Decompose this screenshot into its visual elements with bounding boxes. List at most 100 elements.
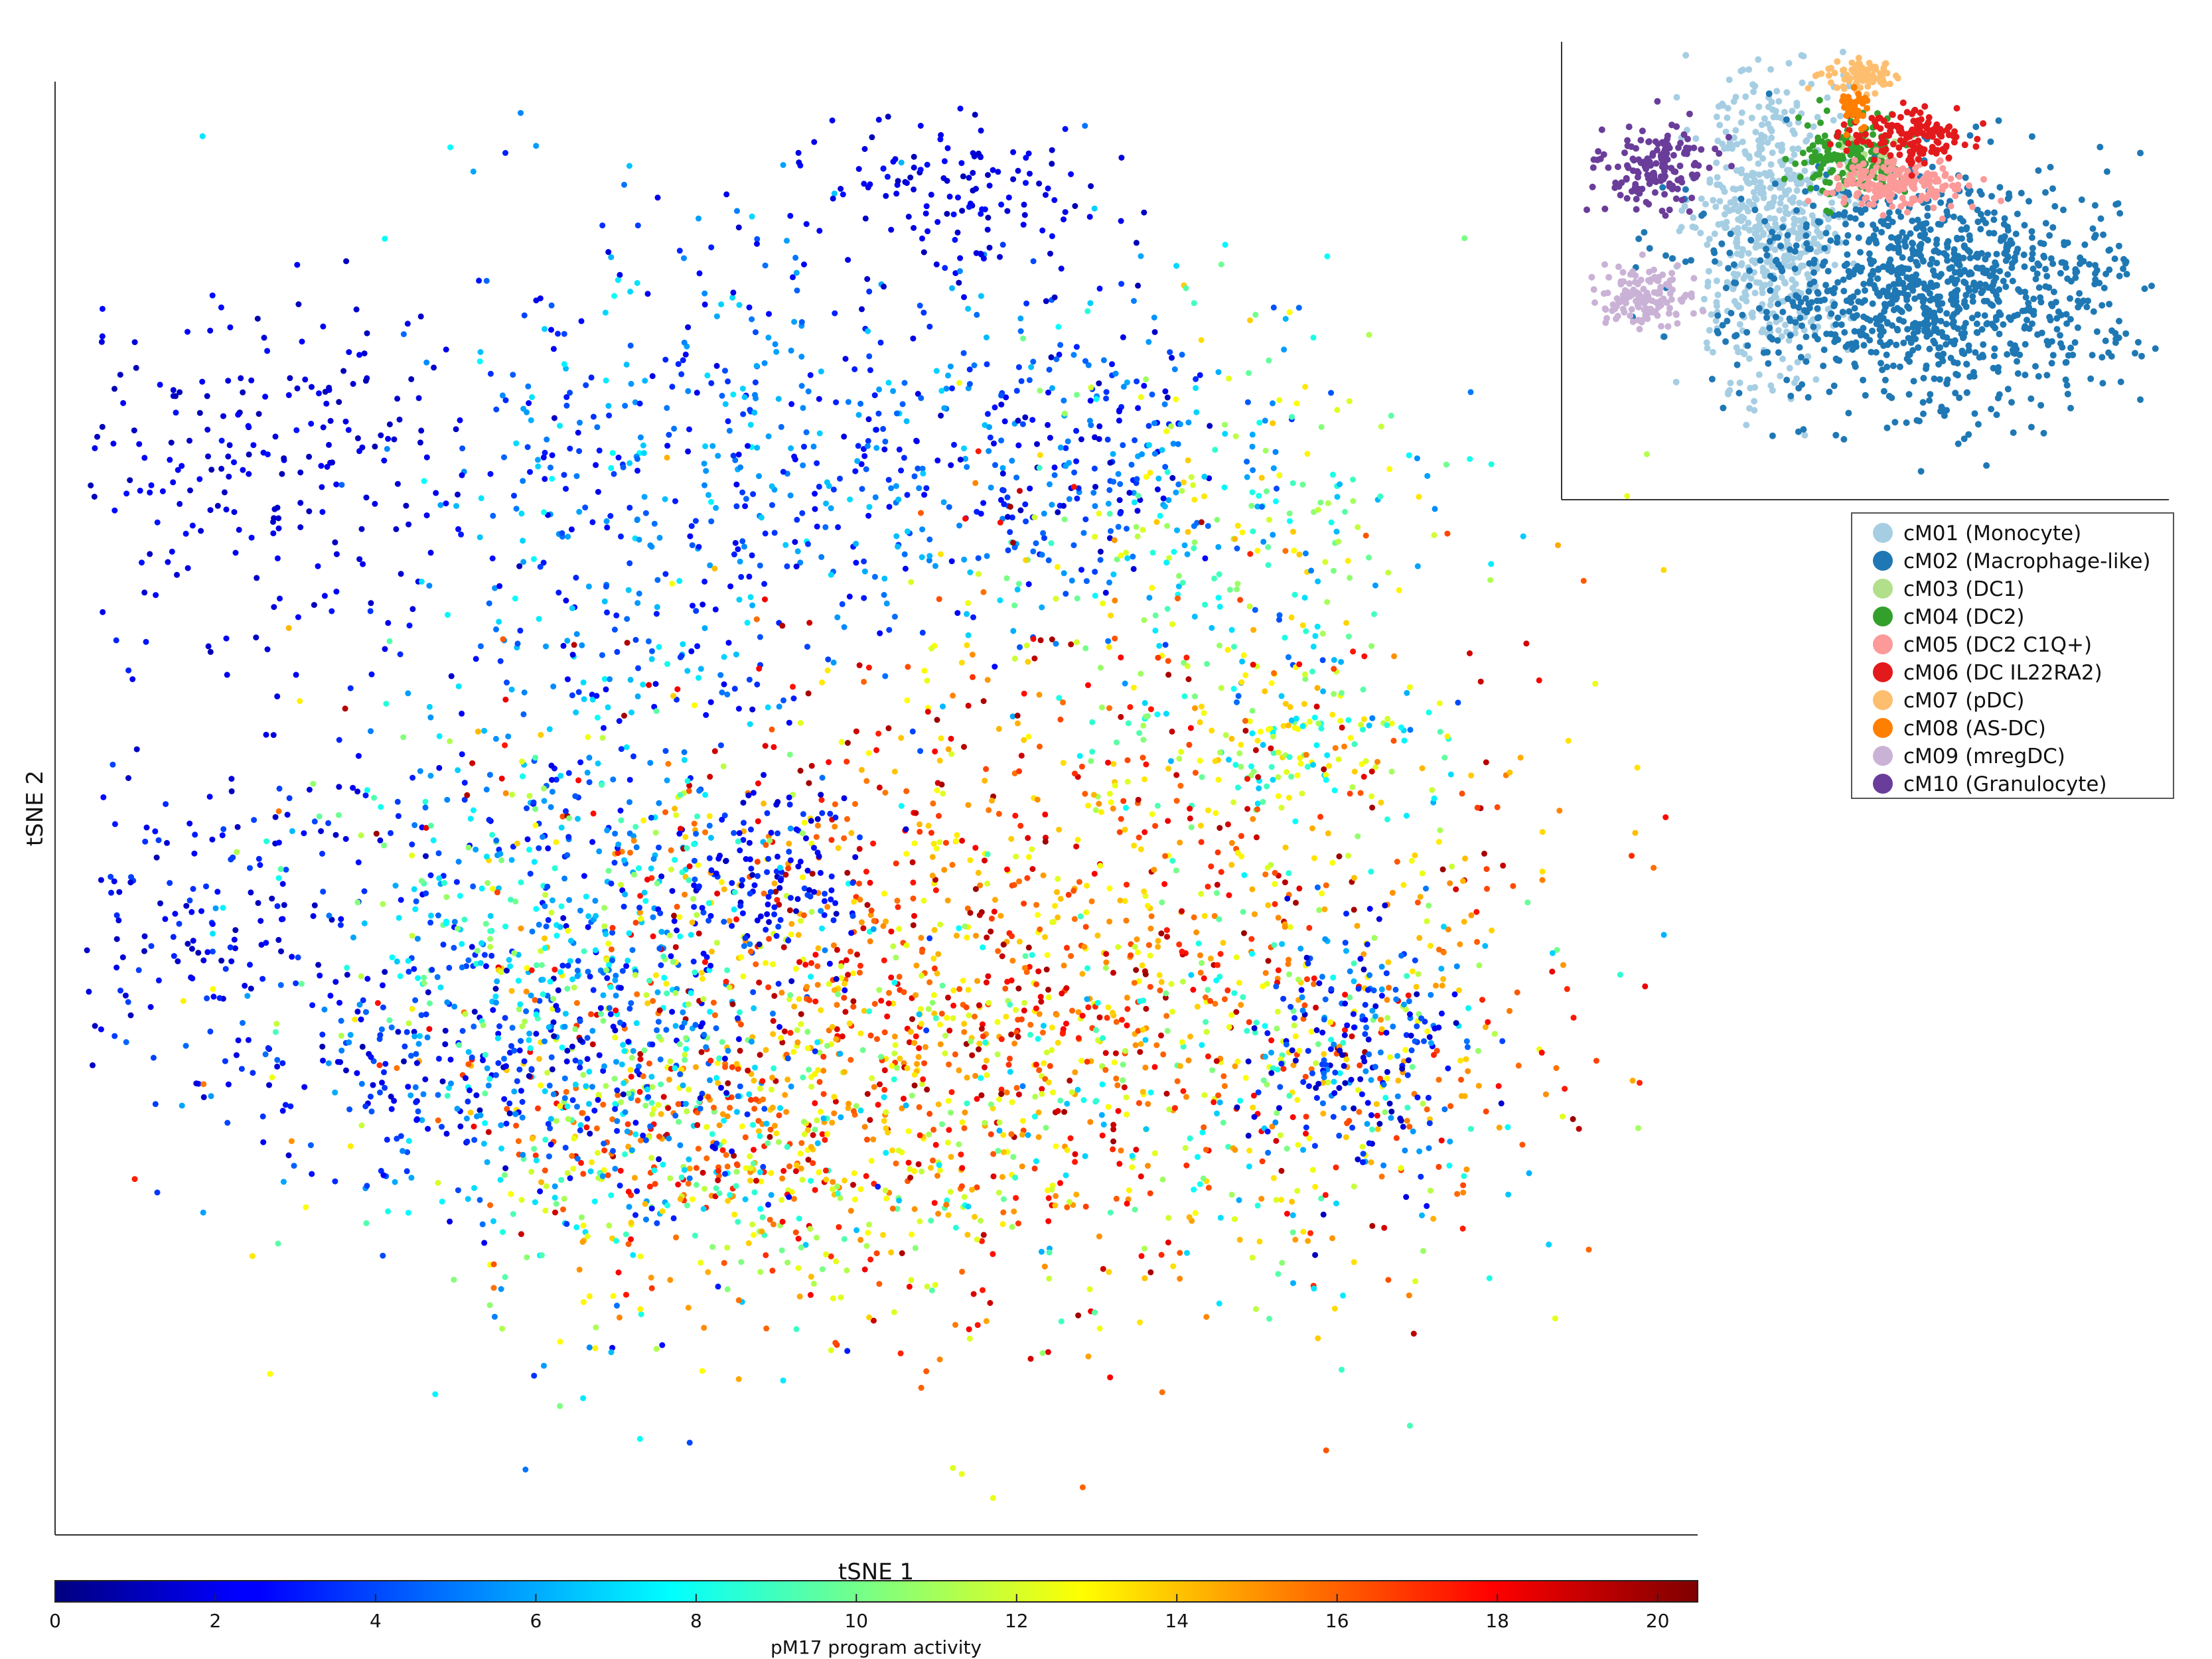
scatter-point (985, 973, 992, 979)
scatter-point (893, 533, 900, 540)
scatter-point (419, 1117, 425, 1123)
scatter-point (653, 1346, 660, 1352)
scatter-point (847, 496, 853, 503)
scatter-point (1007, 529, 1013, 536)
scatter-point (1037, 388, 1043, 394)
scatter-point (1306, 718, 1313, 725)
scatter-point (959, 208, 966, 214)
scatter-point (909, 1231, 915, 1238)
scatter-point (275, 515, 282, 522)
scatter-point (1191, 613, 1198, 620)
scatter-point (218, 465, 225, 472)
scatter-point (1317, 499, 1324, 506)
scatter-point (427, 714, 434, 721)
scatter-point (716, 1190, 723, 1196)
scatter-point (862, 215, 869, 222)
scatter-point (995, 948, 1001, 954)
scatter-point (319, 851, 325, 857)
scatter-point (1110, 571, 1117, 578)
scatter-point (949, 861, 956, 868)
scatter-point (1315, 578, 1321, 585)
scatter-point (770, 1031, 776, 1037)
scatter-point (625, 1189, 632, 1195)
scatter-point (982, 1064, 988, 1070)
scatter-point (627, 799, 632, 806)
scatter-point (1221, 484, 1228, 490)
scatter-point (844, 816, 850, 822)
scatter-point (967, 857, 974, 863)
scatter-point (385, 620, 392, 626)
scatter-point (680, 1082, 686, 1089)
scatter-point (548, 804, 554, 810)
scatter-point (1124, 379, 1130, 386)
scatter-point (924, 709, 931, 715)
scatter-point (270, 732, 277, 739)
scatter-point (1152, 823, 1159, 830)
scatter-point (811, 139, 818, 145)
scatter-point (111, 386, 117, 392)
scatter-point (622, 403, 628, 409)
scatter-point (1125, 720, 1132, 727)
scatter-point (1334, 494, 1341, 500)
scatter-point (920, 470, 926, 477)
scatter-point (396, 416, 403, 423)
scatter-point (577, 759, 584, 766)
scatter-point (1350, 498, 1357, 504)
scatter-point (605, 1172, 611, 1179)
scatter-point (976, 1041, 983, 1047)
scatter-point (721, 1118, 727, 1124)
scatter-point (1151, 1064, 1158, 1070)
scatter-point (561, 472, 567, 478)
scatter-point (1290, 1114, 1296, 1120)
scatter-point (309, 1171, 315, 1177)
scatter-point (740, 973, 747, 979)
scatter-point (705, 917, 712, 924)
scatter-point (1094, 1037, 1101, 1044)
scatter-point (656, 644, 662, 650)
scatter-point (984, 1072, 990, 1078)
scatter-point (1175, 481, 1182, 488)
scatter-point (754, 859, 761, 865)
scatter-point (857, 1107, 864, 1114)
scatter-point (830, 1295, 836, 1301)
scatter-point (207, 648, 214, 655)
scatter-point (1592, 680, 1599, 687)
scatter-point (569, 1153, 575, 1159)
scatter-point (883, 1195, 890, 1202)
scatter-point (707, 562, 713, 569)
scatter-point (930, 840, 937, 847)
scatter-point (586, 779, 593, 786)
scatter-point (1168, 423, 1175, 429)
scatter-point (1069, 577, 1075, 584)
scatter-point (787, 212, 794, 219)
scatter-point (362, 1103, 369, 1110)
scatter-point (595, 760, 601, 766)
scatter-point (1061, 410, 1068, 417)
scatter-point (1174, 527, 1180, 534)
scatter-point (763, 960, 769, 966)
scatter-point (1022, 414, 1029, 421)
scatter-point (795, 863, 802, 870)
scatter-point (157, 382, 163, 388)
scatter-point (801, 443, 807, 450)
scatter-point (625, 1090, 632, 1097)
scatter-point (829, 1119, 836, 1126)
scatter-point (1320, 1110, 1327, 1117)
scatter-point (1429, 787, 1436, 793)
scatter-point (731, 1211, 738, 1218)
scatter-point (768, 830, 774, 836)
scatter-point (163, 801, 169, 808)
scatter-point (1481, 850, 1487, 857)
scatter-point (1009, 713, 1016, 720)
scatter-point (1123, 549, 1130, 556)
scatter-point (541, 1362, 547, 1369)
scatter-point (834, 1026, 840, 1033)
scatter-point (1340, 1292, 1347, 1299)
scatter-point (1165, 658, 1171, 664)
scatter-point (240, 1020, 246, 1026)
scatter-point (699, 904, 705, 911)
scatter-point (980, 1033, 986, 1040)
scatter-point (1110, 1126, 1117, 1133)
scatter-point (735, 1376, 742, 1382)
scatter-point (783, 1109, 790, 1116)
